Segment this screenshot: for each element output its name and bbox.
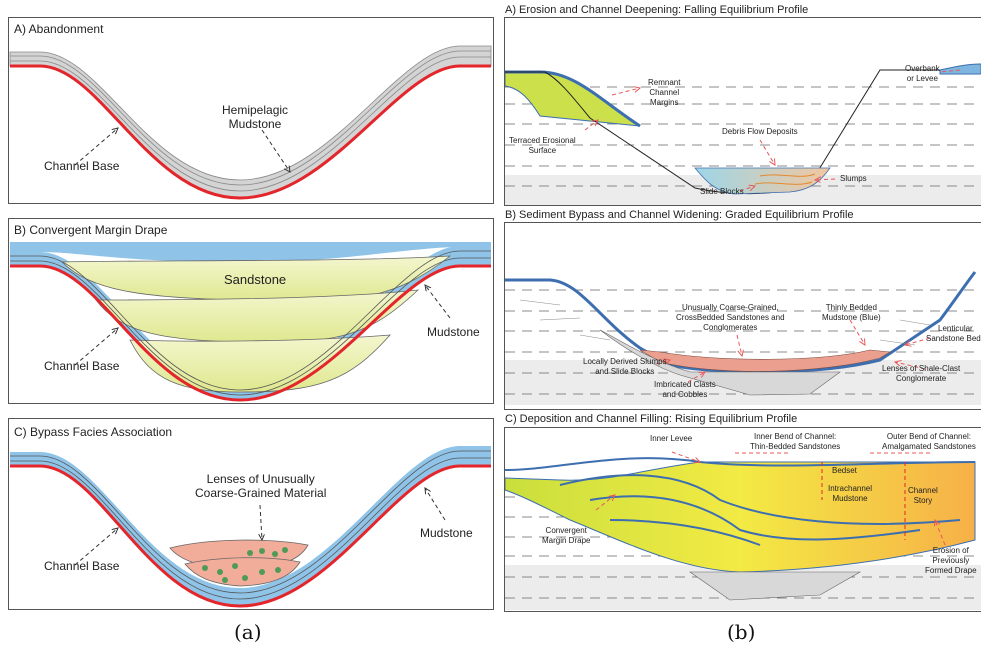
channel-base-label-b: Channel Base (44, 359, 120, 373)
right-panel-c-title: C) Deposition and Channel Filling: Risin… (505, 413, 798, 425)
channel-base-label-c: Channel Base (44, 559, 120, 573)
thinly-bedded-label: Thinly Bedded Mudstone (Blue) (822, 303, 881, 322)
left-panel-b-title: B) Convergent Margin Drape (14, 223, 168, 237)
inner-levee-label: Inner Levee (650, 434, 693, 443)
channel-story-label: Channel Story (908, 486, 938, 505)
slide-blocks-label: Slide Blocks (700, 187, 744, 196)
left-panel-a (8, 17, 494, 204)
left-panel-b (8, 218, 494, 404)
caption-a: (a) (234, 620, 262, 644)
debris-label: Debris Flow Deposits (722, 127, 798, 136)
slumps-label: Slumps (840, 174, 867, 183)
left-panel-c (8, 418, 494, 610)
outer-bend-label: Outer Bend of Channel: Amalgamated Sandst… (882, 432, 976, 451)
locally-derived-label: Locally Derived Slumps and Slide Blocks (583, 357, 667, 376)
convergent-drape-label: Convergent Margin Drape (542, 526, 591, 545)
coarse-label: Unusually Coarse-Grained, CrossBedded San… (676, 303, 785, 332)
right-panel-b (504, 222, 981, 410)
erosion-drape-label: Erosion of Previously Formed Drape (925, 546, 977, 575)
right-panel-a-drawing (504, 63, 981, 205)
shale-clast-label: Lenses of Shale-Clast Conglomerate (882, 364, 961, 383)
mudstone-label-c: Mudstone (420, 526, 473, 540)
lenticular-label: Lenticular Sandstone Beds (926, 324, 981, 343)
left-panel-c-drawing (10, 446, 491, 608)
imbricated-label: Imbricated Clasts and Cobbles (654, 380, 716, 399)
right-panel-c (504, 427, 981, 612)
right-panel-a (504, 17, 981, 206)
right-panel-a-title: A) Erosion and Channel Deepening: Fallin… (505, 4, 809, 16)
overbank-label: Overbank or Levee (905, 64, 940, 83)
mudstone-label-b: Mudstone (427, 325, 480, 339)
left-panel-a-title: A) Abandonment (14, 22, 104, 36)
terraced-label: Terraced Erosional Surface (509, 136, 576, 155)
intrachannel-label: Intrachannel Mudstone (828, 484, 873, 503)
bedset-label: Bedset (832, 466, 857, 475)
left-panel-a-drawing (9, 45, 492, 200)
left-panel-b-drawing (10, 242, 491, 402)
lenses-label: Lenses of Unusually Coarse-Grained Mater… (195, 472, 327, 500)
right-panel-c-drawing (504, 451, 981, 610)
inner-bend-label: Inner Bend of Channel: Thin-Bedded Sandst… (750, 432, 841, 451)
caption-b: (b) (727, 620, 756, 644)
hemipelagic-label: Hemipelagic Mudstone (222, 103, 289, 131)
right-panel-b-title: B) Sediment Bypass and Channel Widening:… (505, 209, 854, 221)
remnant-label: Remnant Channel Margins (648, 78, 681, 107)
sandstone-label: Sandstone (224, 272, 287, 287)
left-panel-c-title: C) Bypass Facies Association (14, 425, 173, 439)
right-panel-b-drawing (505, 271, 981, 405)
channel-base-label-a: Channel Base (44, 159, 120, 173)
